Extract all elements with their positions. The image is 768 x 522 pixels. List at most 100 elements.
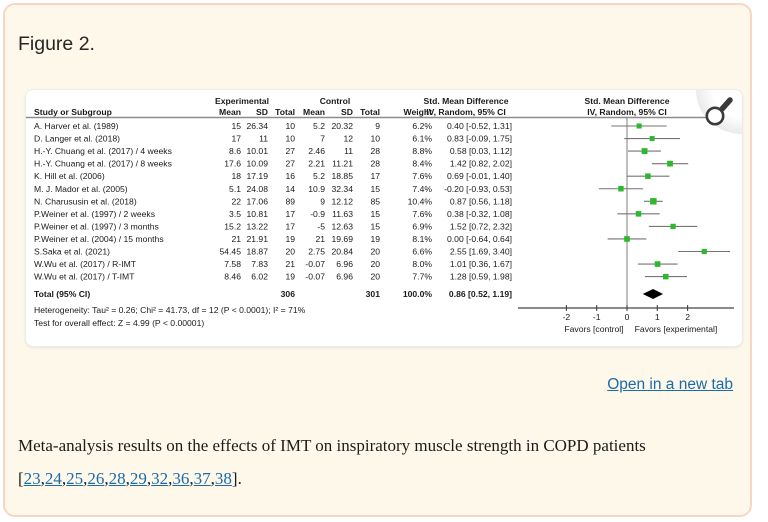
study-name: M. J. Mador et al. (2005) <box>34 184 128 194</box>
ctl-mean: -0.9 <box>310 209 325 219</box>
exp-sd: 18.87 <box>246 247 268 257</box>
exp-mean: 7.58 <box>224 259 241 269</box>
exp-mean: 18 <box>231 171 241 181</box>
ctl-mean: 7 <box>320 134 325 144</box>
ci-label: 1.28 [0.59, 1.98] <box>450 272 512 282</box>
caption-ref-link[interactable]: 24 <box>44 469 62 488</box>
caption-ref-link[interactable]: 38 <box>214 469 232 488</box>
ctl-total: 20 <box>370 272 380 282</box>
exp-sd: 13.22 <box>246 221 268 231</box>
header-method-left: IV, Random, 95% CI <box>426 107 505 117</box>
exp-mean: 17 <box>231 134 241 144</box>
weight: 6.9% <box>412 221 432 231</box>
exp-sd: 17.06 <box>246 196 268 206</box>
exp-mean: 17.6 <box>224 159 241 169</box>
caption-ref-link[interactable]: 37 <box>193 469 211 488</box>
x-tick-label: 1 <box>655 312 660 322</box>
ctl-mean: -0.07 <box>305 259 325 269</box>
weight: 6.6% <box>412 247 432 257</box>
effect-marker <box>663 273 669 280</box>
header-smd-right: Std. Mean Difference <box>584 96 669 106</box>
ctl-mean: 2.21 <box>308 159 325 169</box>
header-total-exp: Total <box>275 107 295 117</box>
exp-total: 19 <box>285 234 295 244</box>
x-tick-label: 2 <box>685 312 690 322</box>
exp-sd: 6.02 <box>251 272 268 282</box>
ctl-mean: 21 <box>315 234 325 244</box>
ctl-sd: 6.96 <box>336 259 353 269</box>
open-in-new-tab-link[interactable]: Open in a new tab <box>607 376 733 393</box>
caption-ref-link[interactable]: 29 <box>129 469 147 488</box>
x-tick-label: 0 <box>625 312 630 322</box>
ci-label: 0.87 [0.56, 1.18] <box>450 196 512 206</box>
ctl-sd: 12 <box>343 134 353 144</box>
effect-marker <box>701 248 707 255</box>
exp-total: 27 <box>285 159 295 169</box>
header-total-ctl: Total <box>360 107 380 117</box>
exp-mean: 54.45 <box>219 247 241 257</box>
effect-marker <box>636 123 642 129</box>
favors-left-label: Favors [control] <box>564 324 623 334</box>
study-name: W.Wu et al. (2017) / R-IMT <box>34 259 137 269</box>
caption-ref-link[interactable]: 26 <box>87 469 105 488</box>
effect-marker <box>641 148 648 155</box>
caption-bracket-close: ]. <box>231 469 242 488</box>
caption-ref-link[interactable]: 36 <box>172 469 190 488</box>
effect-marker <box>650 198 657 205</box>
exp-mean: 3.5 <box>229 209 241 219</box>
exp-sd: 21.91 <box>246 234 268 244</box>
exp-mean: 15.2 <box>224 221 241 231</box>
ctl-sd: 11 <box>344 146 353 156</box>
study-name: K. Hill et al. (2006) <box>34 171 105 181</box>
ctl-total: 17 <box>370 171 380 181</box>
ci-label: -0.20 [-0.93, 0.53] <box>444 184 512 194</box>
ci-label: 0.00 [-0.64, 0.64] <box>447 234 512 244</box>
total-diamond <box>642 289 664 299</box>
ctl-sd: 11.63 <box>332 209 353 219</box>
total-ctl: 301 <box>366 289 381 299</box>
header-weight: Weight <box>404 107 433 117</box>
open-link-row: Open in a new tab <box>607 376 733 394</box>
total-weight: 100.0% <box>403 289 433 299</box>
exp-sd: 10.81 <box>246 209 268 219</box>
weight: 7.6% <box>412 171 432 181</box>
heterogeneity-text: Heterogeneity: Tau² = 0.26; Chi² = 41.73… <box>34 305 306 315</box>
ctl-total: 85 <box>370 196 380 206</box>
exp-sd: 26.34 <box>246 121 268 131</box>
ctl-mean: 5.2 <box>313 121 325 131</box>
ctl-total: 28 <box>370 159 380 169</box>
ctl-mean: 5.2 <box>313 171 325 181</box>
ci-label: 1.01 [0.36, 1.67] <box>450 259 512 269</box>
exp-total: 20 <box>285 247 295 257</box>
ctl-total: 15 <box>370 209 380 219</box>
caption-ref-link[interactable]: 28 <box>108 469 126 488</box>
caption-ref-link[interactable]: 32 <box>151 469 169 488</box>
exp-sd: 11 <box>259 134 268 144</box>
header-sd-ctl: SD <box>341 107 353 117</box>
ctl-mean: 10.9 <box>308 184 325 194</box>
ci-label: 0.83 [-0.09, 1.75] <box>447 134 512 144</box>
caption-refs: 23,24,25,26,28,29,32,36,37,38 <box>23 469 232 488</box>
ctl-total: 15 <box>370 221 380 231</box>
figure-caption: Meta-analysis results on the effects of … <box>18 429 738 495</box>
header-study: Study or Subgroup <box>34 107 112 117</box>
caption-ref-link[interactable]: 23 <box>23 469 41 488</box>
weight: 7.7% <box>412 272 432 282</box>
caption-reference-line: [23,24,25,26,28,29,32,36,37,38]. <box>18 462 738 495</box>
header-mean-exp: Mean <box>219 107 241 117</box>
ctl-sd: 12.63 <box>331 221 353 231</box>
exp-total: 17 <box>285 209 295 219</box>
exp-total: 10 <box>285 134 295 144</box>
effect-marker <box>670 223 676 230</box>
exp-total: 19 <box>285 272 295 282</box>
ctl-total: 15 <box>370 184 380 194</box>
figure-zoom-button[interactable] <box>696 90 742 134</box>
exp-total: 21 <box>285 259 295 269</box>
ctl-mean: 2.75 <box>308 247 325 257</box>
ctl-sd: 20.84 <box>331 247 353 257</box>
ci-label: 0.58 [0.03, 1.12] <box>450 146 512 156</box>
caption-ref-link[interactable]: 25 <box>66 469 84 488</box>
ctl-sd: 32.34 <box>331 184 353 194</box>
exp-sd: 17.19 <box>246 171 268 181</box>
total-ci-label: 0.86 [0.52, 1.19] <box>449 289 512 299</box>
